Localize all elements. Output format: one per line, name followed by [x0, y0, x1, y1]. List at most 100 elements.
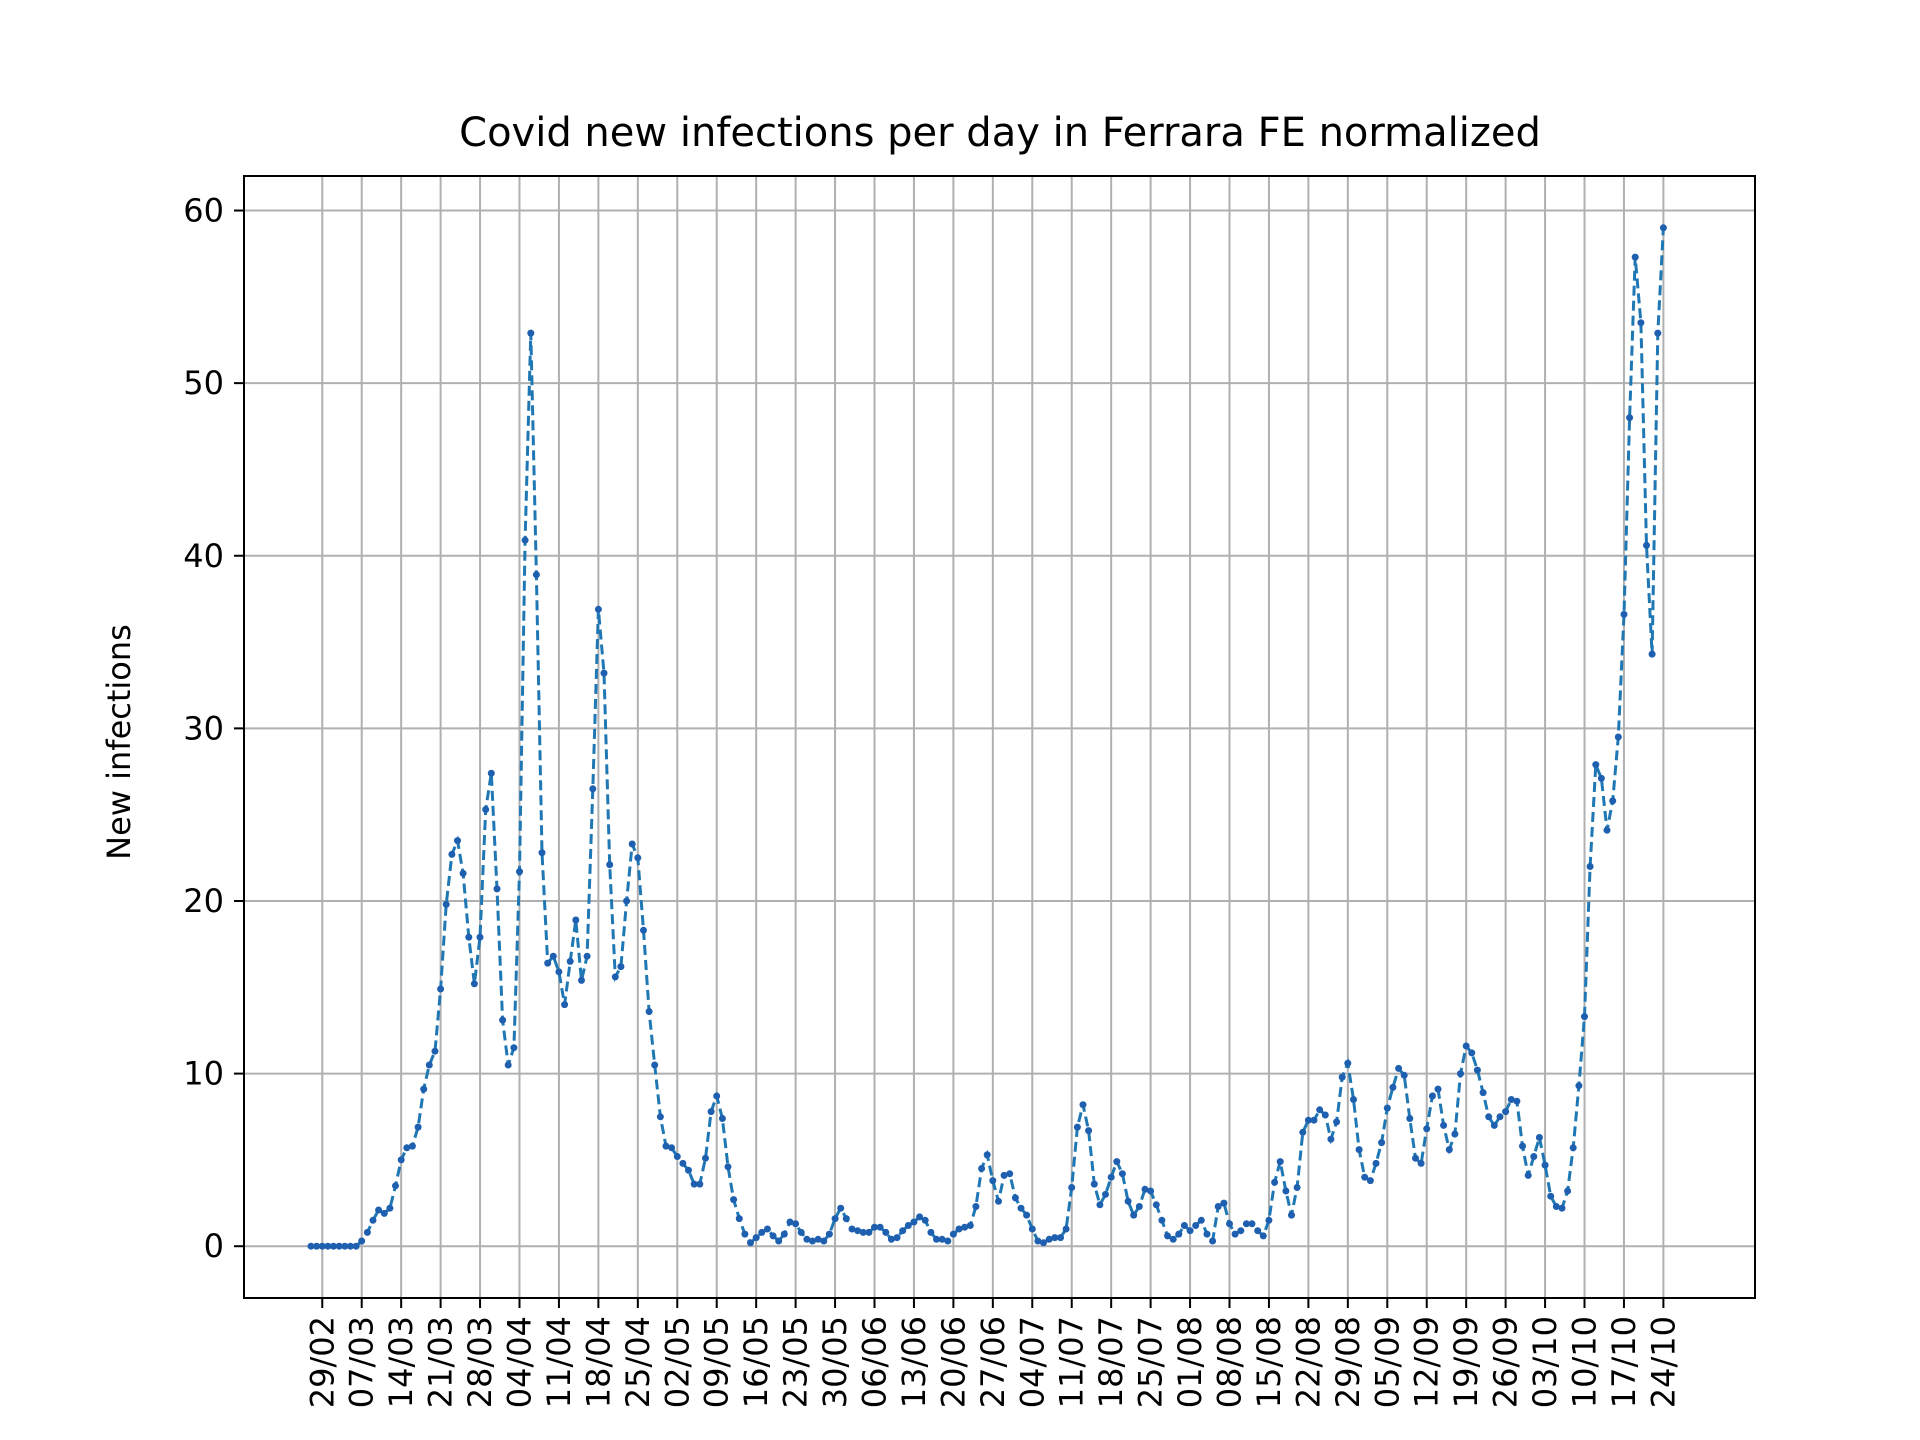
data-point — [1079, 1101, 1087, 1109]
data-point — [1659, 224, 1667, 232]
data-point — [1519, 1142, 1526, 1150]
data-point — [769, 1232, 777, 1240]
data-point — [1276, 1158, 1284, 1166]
data-point — [611, 973, 619, 981]
data-point — [1626, 414, 1634, 422]
data-point — [1045, 1235, 1053, 1243]
data-point — [1631, 253, 1639, 261]
data-point — [1288, 1211, 1295, 1219]
x-tick-label: 27/06 — [974, 1316, 1012, 1408]
y-ticks: 0 10 20 30 40 50 60 — [183, 192, 244, 1265]
data-point — [1186, 1227, 1194, 1235]
data-point — [403, 1144, 411, 1152]
x-tick-label: 08/08 — [1211, 1316, 1249, 1408]
y-tick-label: 50 — [183, 364, 224, 402]
data-point — [1648, 650, 1656, 658]
data-point — [696, 1180, 704, 1188]
data-point — [1304, 1116, 1312, 1124]
data-point — [1428, 1092, 1436, 1100]
data-point — [1023, 1211, 1031, 1219]
data-point — [995, 1197, 1002, 1205]
plot-frame — [243, 175, 1756, 1299]
data-point — [1000, 1171, 1008, 1179]
data-point — [1164, 1232, 1171, 1240]
data-point — [1524, 1171, 1532, 1179]
data-point — [1502, 1108, 1510, 1116]
data-point — [1372, 1159, 1380, 1167]
data-point — [1259, 1232, 1267, 1240]
data-point — [1479, 1089, 1487, 1097]
x-tick-label: 21/03 — [422, 1316, 460, 1408]
data-point — [690, 1180, 698, 1188]
data-point — [1327, 1135, 1335, 1143]
data-point — [583, 952, 591, 960]
data-point — [1383, 1104, 1391, 1112]
data-point — [1389, 1083, 1397, 1091]
chart-title: Covid new infections per day in Ferrara … — [459, 110, 1541, 156]
data-point — [1597, 774, 1605, 782]
data-point — [1350, 1096, 1357, 1103]
data-point — [645, 1008, 653, 1015]
data-point — [887, 1235, 895, 1243]
x-tick-label: 09/05 — [698, 1316, 736, 1408]
data-point — [521, 536, 529, 544]
data-point — [1192, 1222, 1200, 1229]
data-point — [1130, 1211, 1138, 1219]
data-point — [1530, 1153, 1538, 1160]
data-point — [871, 1223, 878, 1231]
data-point — [656, 1113, 664, 1121]
data-point — [933, 1235, 940, 1243]
data-point — [561, 1001, 569, 1009]
data-point — [617, 963, 625, 971]
data-point — [1496, 1113, 1504, 1121]
data-point — [1490, 1121, 1498, 1129]
data-point — [685, 1166, 692, 1174]
data-point — [1299, 1128, 1307, 1136]
y-tick-label: 60 — [183, 192, 224, 230]
data-point — [1006, 1170, 1014, 1178]
data-point — [442, 900, 450, 908]
data-point — [1158, 1216, 1166, 1224]
data-point — [352, 1242, 360, 1250]
y-tick-label: 30 — [183, 709, 224, 747]
data-point — [1040, 1239, 1047, 1247]
data-point — [1209, 1237, 1217, 1245]
data-point — [1051, 1234, 1059, 1242]
data-point — [792, 1220, 800, 1228]
data-point — [724, 1163, 732, 1171]
data-point — [1096, 1201, 1104, 1209]
data-point — [1248, 1220, 1256, 1228]
data-point — [307, 1242, 315, 1250]
data-point — [904, 1222, 912, 1229]
data-point — [1254, 1227, 1262, 1235]
data-point — [679, 1159, 687, 1167]
x-tick-label: 02/05 — [658, 1316, 696, 1408]
x-tick-label: 07/03 — [343, 1316, 381, 1408]
data-point — [893, 1234, 901, 1242]
x-tick-label: 29/02 — [303, 1316, 341, 1408]
data-point — [1102, 1190, 1109, 1198]
data-point — [555, 968, 563, 976]
data-point — [1118, 1170, 1126, 1178]
data-point — [718, 1115, 726, 1122]
data-point — [1135, 1203, 1143, 1210]
data-point — [516, 868, 523, 876]
data-point — [369, 1216, 377, 1224]
data-point — [961, 1223, 969, 1231]
data-point — [527, 329, 535, 337]
data-point — [1355, 1146, 1363, 1154]
data-point — [837, 1204, 845, 1212]
data-point — [341, 1242, 349, 1250]
data-point — [386, 1204, 394, 1212]
data-point — [1214, 1203, 1222, 1210]
data-point — [803, 1235, 811, 1243]
series-line — [307, 224, 1667, 1250]
data-point — [1265, 1216, 1273, 1224]
data-point — [358, 1237, 366, 1245]
data-point — [1507, 1096, 1515, 1103]
data-point — [335, 1242, 343, 1250]
data-point — [397, 1156, 405, 1164]
data-point — [470, 980, 478, 988]
data-point — [1434, 1085, 1442, 1093]
data-point — [842, 1215, 850, 1223]
